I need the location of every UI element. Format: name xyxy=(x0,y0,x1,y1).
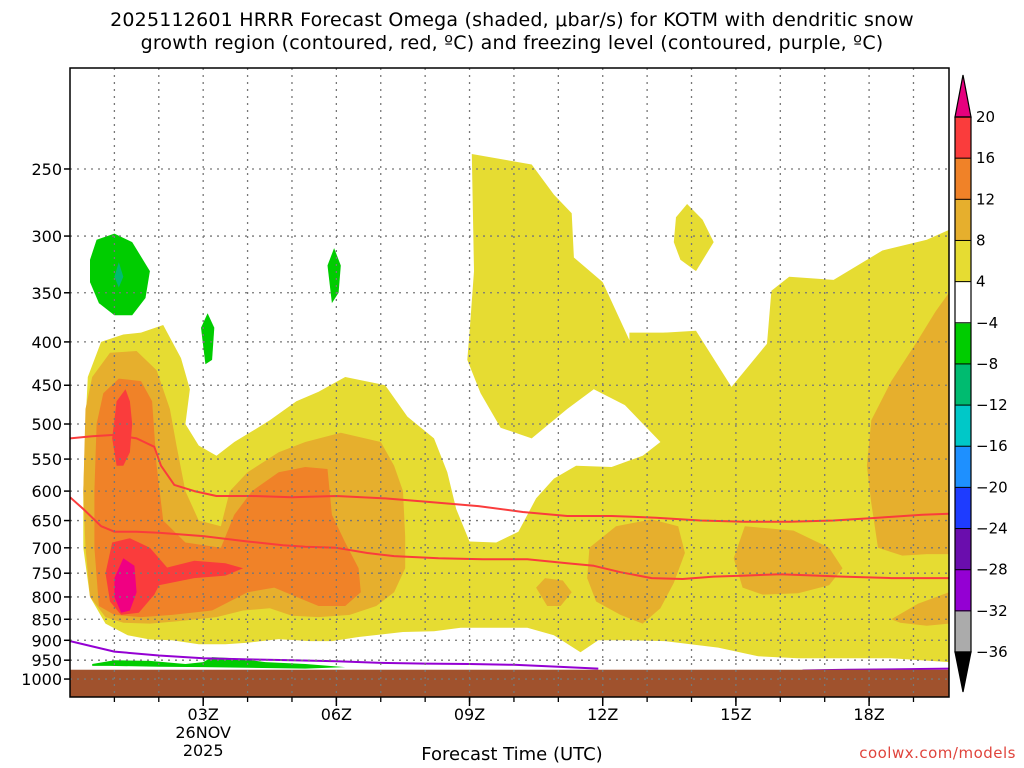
x-tick-label-03Z: 03Z xyxy=(188,705,219,724)
omega-colorbar: −36 −32 −28 −24 −20 −16 −12 −8 −4 4 8 12 16 20 xyxy=(954,74,1008,693)
colorbar-swatch-7 xyxy=(955,322,971,365)
colorbar-label-13: 20 xyxy=(976,108,995,126)
y-tick-label-950: 950 xyxy=(31,651,62,670)
y-tick-label-650: 650 xyxy=(31,512,62,531)
x-date-label-1: 2025 xyxy=(183,741,224,760)
colorbar-label-4: −20 xyxy=(976,478,1008,496)
omega-region-4 xyxy=(536,578,572,606)
colorbar-label-5: −16 xyxy=(976,437,1008,455)
pressure-axis: 250 300 350 400 450 500 550 600 650 700 750 800 850 9… xyxy=(21,160,70,689)
omega-region-1 xyxy=(629,332,699,394)
x-tick-label-12Z: 12Z xyxy=(587,705,618,724)
omega-region-18 xyxy=(114,262,124,288)
colorbar-label-12: 16 xyxy=(976,149,995,167)
y-tick-label-450: 450 xyxy=(31,376,62,395)
omega-region-2 xyxy=(673,204,714,272)
terrain-ground xyxy=(70,669,949,697)
colorbar-swatch-2 xyxy=(955,528,971,571)
terrain-layer xyxy=(70,669,949,697)
colorbar-swatch-11 xyxy=(955,158,971,200)
colorbar-label-0: −36 xyxy=(976,643,1008,661)
colorbar-label-3: −24 xyxy=(976,520,1008,538)
omega-region-12 xyxy=(154,560,244,586)
x-tick-label-06Z: 06Z xyxy=(321,705,352,724)
omega-region-9 xyxy=(94,378,361,618)
omega-shaded-regions xyxy=(83,154,949,669)
omega-region-8 xyxy=(891,592,949,626)
y-tick-label-900: 900 xyxy=(31,631,62,650)
y-tick-label-1000: 1000 xyxy=(21,670,62,689)
x-axis-label: Forecast Time (UTC) xyxy=(421,744,603,765)
colorbar-swatch-3 xyxy=(955,487,971,530)
omega-region-6 xyxy=(733,526,843,595)
colorbar-high-extension xyxy=(954,74,972,118)
omega-region-11 xyxy=(112,389,133,466)
x-tick-label-09Z: 09Z xyxy=(454,705,485,724)
chart-title-line-1: 2025112601 HRRR Forecast Omega (shaded, … xyxy=(110,9,914,31)
y-tick-label-500: 500 xyxy=(31,415,62,434)
y-tick-label-700: 700 xyxy=(31,539,62,558)
omega-region-7 xyxy=(866,292,949,556)
contour-line-0 xyxy=(70,433,949,523)
plot-frame xyxy=(69,67,950,698)
colorbar-swatch-8 xyxy=(955,281,971,324)
y-tick-label-850: 850 xyxy=(31,610,62,629)
colorbar-swatch-12 xyxy=(955,117,971,159)
colorbar-label-1: −32 xyxy=(976,602,1008,620)
colorbar-swatch-5 xyxy=(955,405,971,447)
y-tick-label-750: 750 xyxy=(31,564,62,583)
colorbar-label-7: −8 xyxy=(976,355,998,373)
colorbar-swatch-10 xyxy=(955,199,971,241)
omega-region-16 xyxy=(201,313,215,365)
omega-region-15 xyxy=(327,248,341,304)
y-tick-label-600: 600 xyxy=(31,482,62,501)
contour-line-1 xyxy=(70,496,949,580)
x-tick-label-15Z: 15Z xyxy=(720,705,751,724)
y-tick-label-550: 550 xyxy=(31,450,62,469)
omega-region-5 xyxy=(587,519,685,624)
y-tick-label-400: 400 xyxy=(31,333,62,352)
colorbar-label-9: 4 xyxy=(976,273,986,291)
colorbar-label-8: −4 xyxy=(976,314,998,332)
colorbar-swatch-6 xyxy=(955,363,971,406)
colorbar-label-10: 8 xyxy=(976,231,986,249)
y-tick-label-300: 300 xyxy=(31,227,62,246)
plot-border xyxy=(69,67,950,698)
chart-title-line-2: growth region (contoured, red, ºC) and f… xyxy=(140,32,884,54)
y-tick-label-350: 350 xyxy=(31,284,62,303)
colorbar-label-11: 12 xyxy=(976,190,995,208)
colorbar-label-2: −28 xyxy=(976,561,1008,579)
colorbar-swatch-9 xyxy=(955,240,971,283)
x-date-label-0: 26NOV xyxy=(175,723,231,742)
omega-region-17 xyxy=(92,657,346,669)
y-tick-label-250: 250 xyxy=(31,160,62,179)
y-tick-label-800: 800 xyxy=(31,588,62,607)
omega-region-13 xyxy=(114,558,137,613)
x-tick-label-18Z: 18Z xyxy=(853,705,884,724)
colorbar-low-extension xyxy=(954,651,972,693)
contour-line-2 xyxy=(70,640,599,670)
colorbar-swatch-4 xyxy=(955,446,971,488)
colorbar-swatch-1 xyxy=(955,569,971,612)
credit-link[interactable]: coolwx.com/models xyxy=(859,744,1016,762)
colorbar-label-6: −12 xyxy=(976,396,1008,414)
colorbar-swatch-0 xyxy=(955,610,971,653)
